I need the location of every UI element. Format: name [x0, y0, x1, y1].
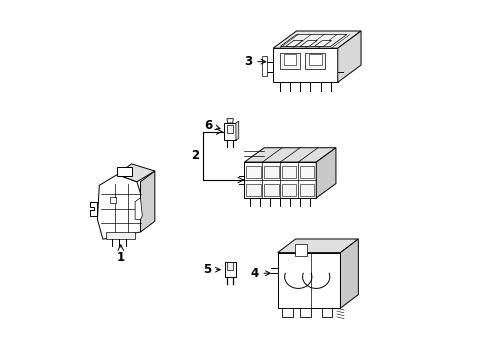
Polygon shape — [340, 239, 358, 308]
Polygon shape — [321, 308, 332, 317]
Bar — [294, 244, 306, 256]
Text: 4: 4 — [250, 267, 270, 280]
Polygon shape — [337, 31, 360, 82]
Polygon shape — [300, 308, 310, 317]
Bar — [262, 56, 266, 76]
Text: 6: 6 — [203, 119, 220, 132]
Polygon shape — [224, 123, 235, 140]
Bar — [227, 262, 233, 270]
Bar — [280, 53, 300, 69]
Polygon shape — [117, 164, 155, 182]
Bar — [305, 53, 325, 69]
Bar — [227, 126, 233, 134]
Polygon shape — [282, 308, 292, 317]
Text: 2: 2 — [191, 149, 199, 162]
Text: 5: 5 — [203, 263, 220, 276]
Polygon shape — [226, 119, 233, 123]
Polygon shape — [140, 171, 155, 232]
Bar — [264, 184, 278, 196]
Polygon shape — [277, 239, 358, 253]
Bar — [246, 166, 260, 178]
Polygon shape — [106, 232, 135, 239]
Bar — [308, 54, 321, 65]
Polygon shape — [244, 162, 316, 198]
Polygon shape — [277, 253, 340, 308]
Polygon shape — [244, 148, 335, 162]
Polygon shape — [273, 48, 337, 82]
Polygon shape — [314, 40, 331, 46]
Bar — [117, 167, 131, 176]
Text: 3: 3 — [244, 55, 265, 68]
Polygon shape — [90, 202, 97, 216]
Polygon shape — [273, 31, 360, 48]
Polygon shape — [135, 198, 142, 220]
Polygon shape — [300, 40, 317, 46]
Polygon shape — [235, 121, 238, 140]
Polygon shape — [224, 262, 235, 277]
Bar — [300, 166, 314, 178]
Polygon shape — [285, 40, 302, 46]
Polygon shape — [316, 148, 335, 198]
Bar — [110, 197, 116, 203]
Bar — [246, 184, 260, 196]
Polygon shape — [97, 175, 144, 239]
Bar — [282, 184, 296, 196]
Text: 1: 1 — [117, 251, 124, 264]
Bar — [300, 184, 314, 196]
Bar — [282, 166, 296, 178]
Bar — [264, 166, 278, 178]
Bar — [284, 54, 296, 65]
Polygon shape — [280, 34, 346, 46]
